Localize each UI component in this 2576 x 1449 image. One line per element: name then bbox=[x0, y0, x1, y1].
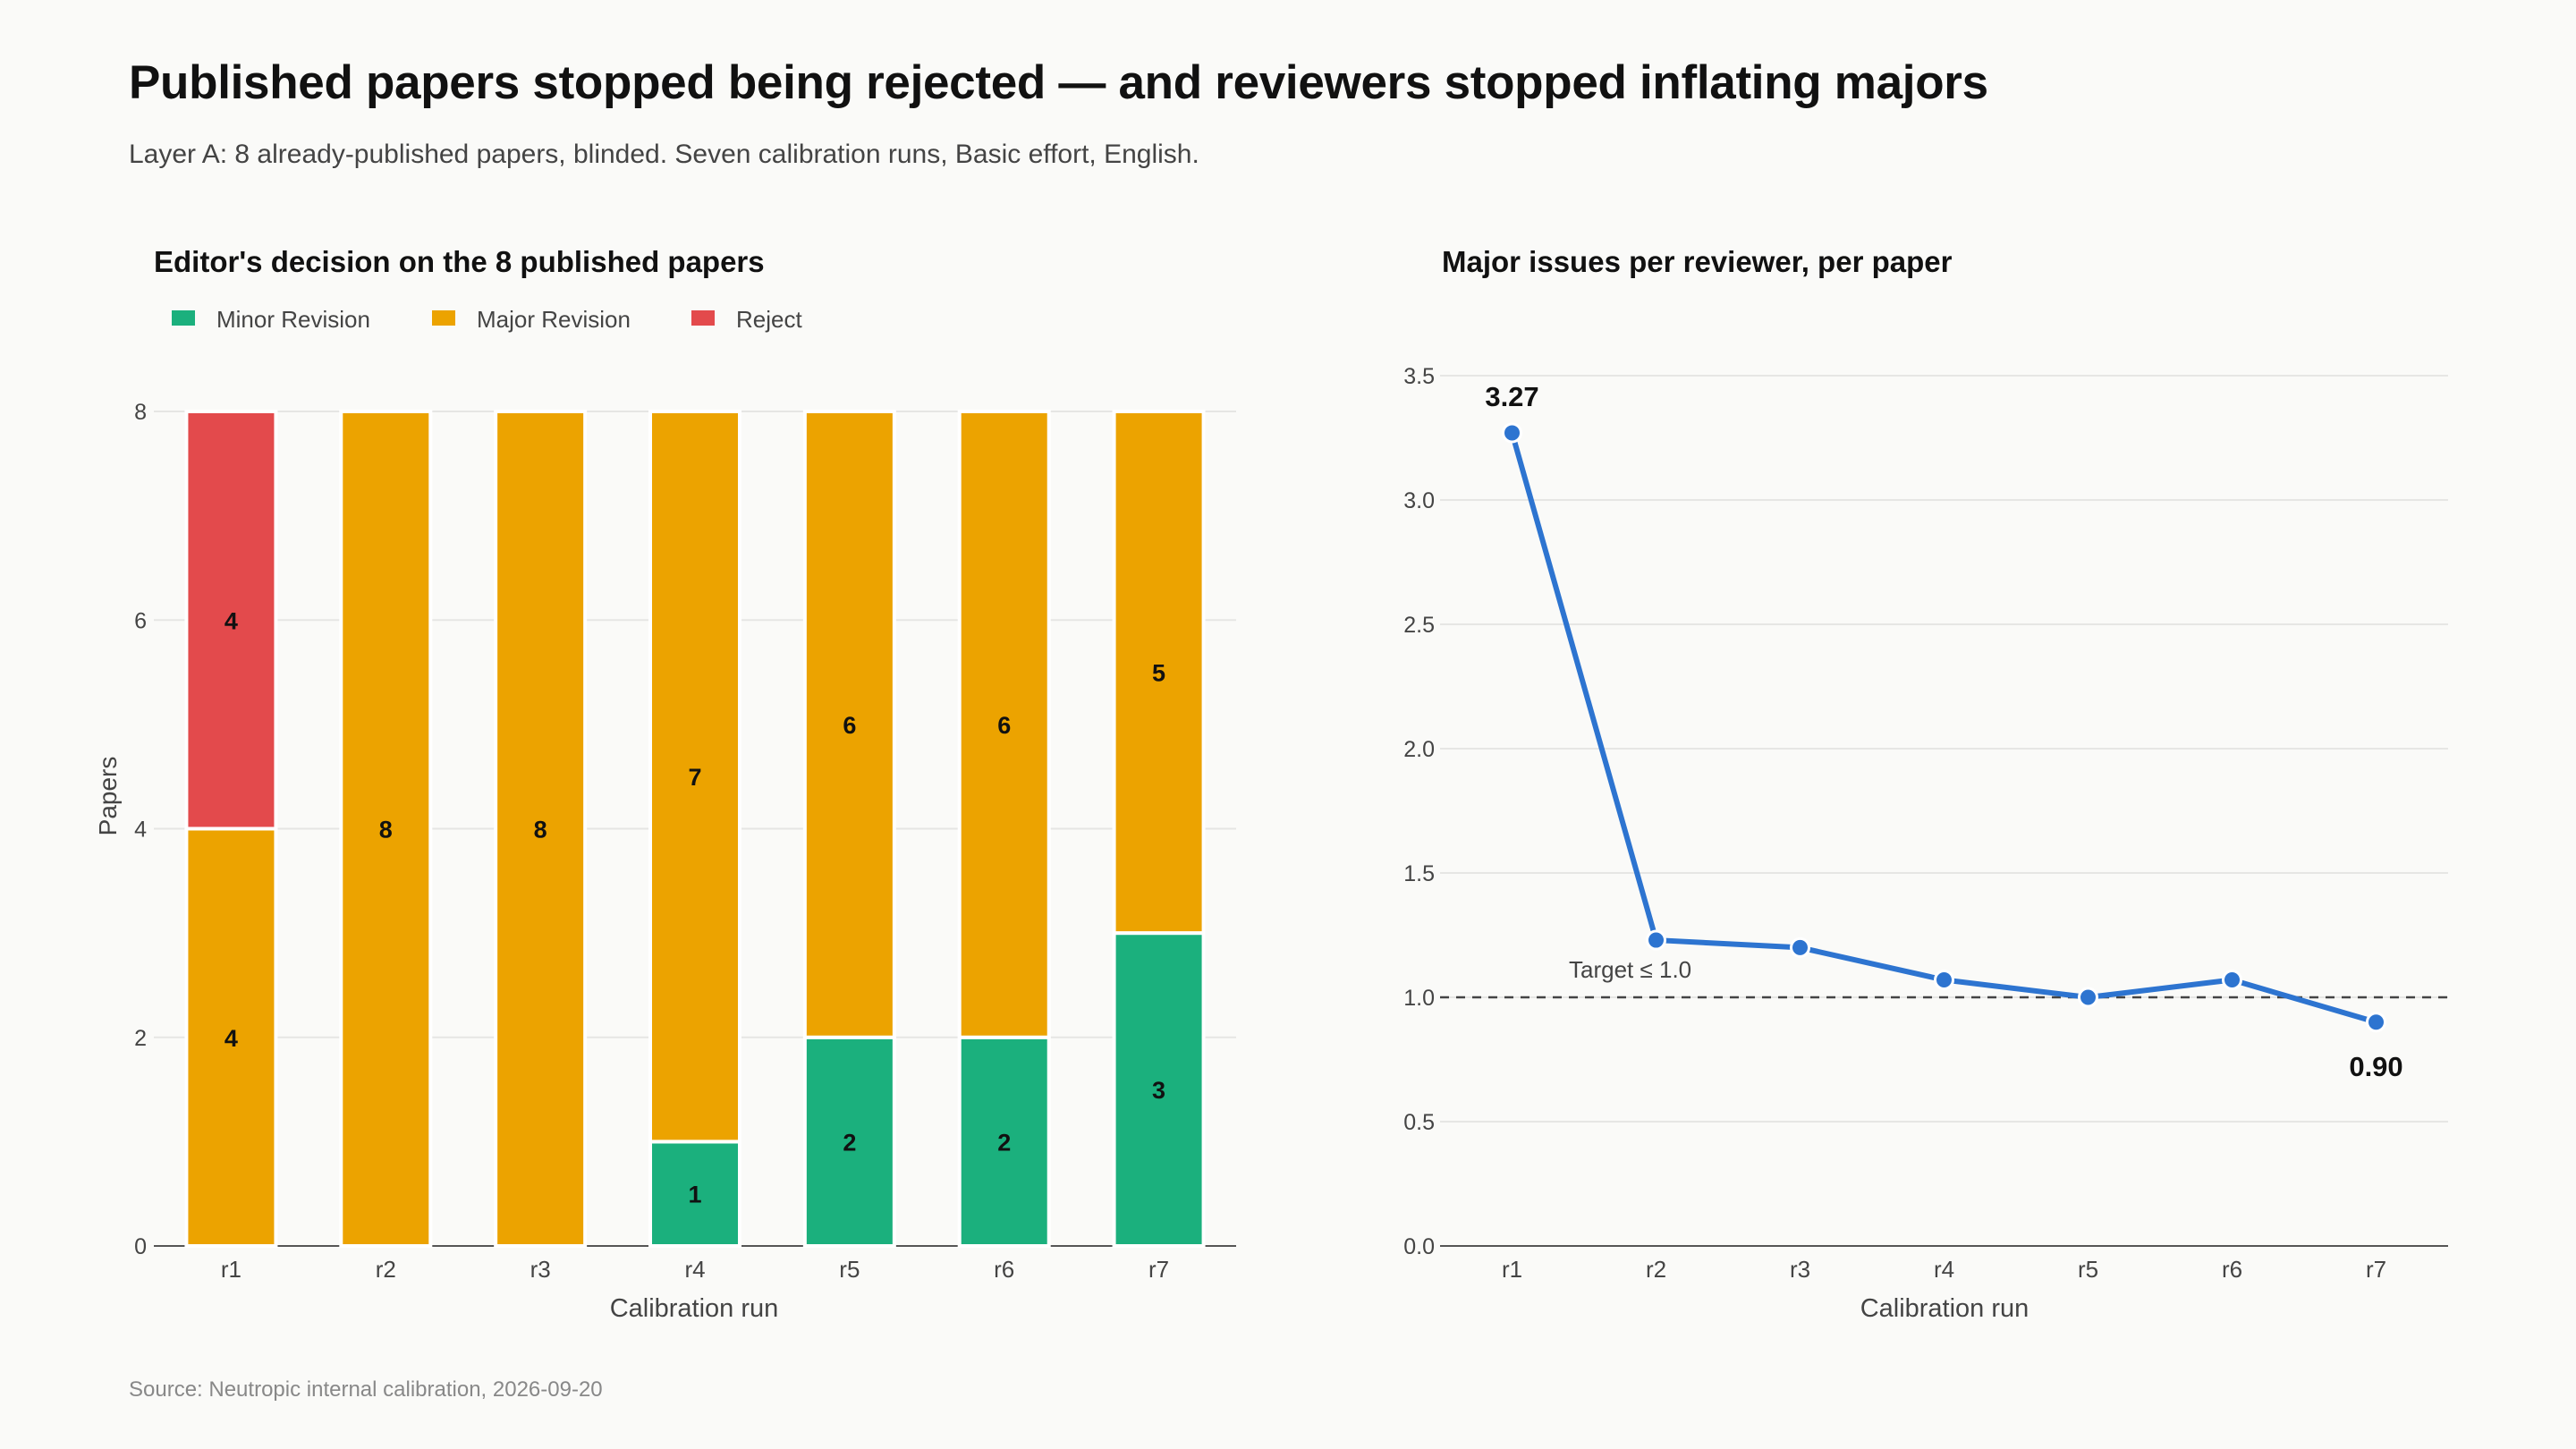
y-tick-label: 4 bbox=[134, 818, 147, 843]
page-title: Published papers stopped being rejected … bbox=[129, 56, 1988, 109]
bar-value-label: 6 bbox=[997, 712, 1011, 739]
bar-segment-r4-major-revision bbox=[648, 410, 741, 1144]
y-tick-label: 0 bbox=[134, 1234, 147, 1259]
data-point-r7 bbox=[2366, 1012, 2386, 1033]
x-axis-label: Calibration run bbox=[1860, 1294, 2029, 1323]
bar-segment-r3-major-revision bbox=[494, 410, 588, 1248]
data-label-r1: 3.27 bbox=[1485, 381, 1538, 412]
y-tick-label: 3.5 bbox=[1403, 364, 1435, 389]
bar-value-label: 7 bbox=[688, 764, 701, 791]
legend-swatch-0 bbox=[172, 310, 195, 326]
decision-bar-chart: Editor's decision on the 8 published pap… bbox=[94, 245, 1236, 1323]
data-point-r3 bbox=[1790, 936, 1810, 958]
y-tick-label: 8 bbox=[134, 400, 147, 425]
bar-segment-r7-major-revision bbox=[1112, 410, 1206, 936]
x-tick-label: r4 bbox=[684, 1256, 705, 1283]
y-tick-label: 3.0 bbox=[1403, 488, 1435, 513]
data-point-r6 bbox=[2222, 970, 2242, 991]
y-tick-label: 1.0 bbox=[1403, 986, 1435, 1011]
x-axis-label: Calibration run bbox=[610, 1294, 779, 1323]
chart-title: Editor's decision on the 8 published pap… bbox=[154, 245, 765, 278]
data-point-r1 bbox=[1502, 422, 1522, 444]
page-subtitle: Layer A: 8 already-published papers, bli… bbox=[129, 140, 1199, 169]
bar-value-label: 2 bbox=[997, 1129, 1011, 1156]
y-tick-label: 2.5 bbox=[1403, 613, 1435, 638]
y-tick-label: 1.5 bbox=[1403, 861, 1435, 886]
x-tick-label: r5 bbox=[2078, 1256, 2098, 1283]
x-tick-label: r2 bbox=[376, 1256, 396, 1283]
bar-value-label: 3 bbox=[1152, 1077, 1165, 1104]
x-tick-label: r3 bbox=[530, 1256, 551, 1283]
legend-label-2: Reject bbox=[736, 306, 802, 333]
series-line bbox=[1509, 432, 2377, 1025]
bar-segment-r5-major-revision bbox=[802, 410, 896, 1039]
x-tick-label: r3 bbox=[1790, 1256, 1810, 1283]
legend-label-0: Minor Revision bbox=[216, 306, 370, 333]
major-issues-line-chart: Major issues per reviewer, per paper 0.0 0… bbox=[1403, 245, 2448, 1323]
x-tick-label: r4 bbox=[1934, 1256, 1954, 1283]
x-tick-label: r2 bbox=[1646, 1256, 1666, 1283]
x-tick-label: r6 bbox=[2222, 1256, 2242, 1283]
chart-title: Major issues per reviewer, per paper bbox=[1442, 245, 1953, 278]
target-reference-label: Target ≤ 1.0 bbox=[1569, 956, 1691, 983]
x-tick-label: r1 bbox=[1502, 1256, 1522, 1283]
bar-value-label: 4 bbox=[225, 1025, 238, 1052]
x-tick-label: r7 bbox=[2366, 1256, 2386, 1283]
bar-value-label: 8 bbox=[379, 817, 393, 843]
bar-value-label: 1 bbox=[688, 1182, 701, 1208]
legend-swatch-1 bbox=[432, 310, 455, 326]
bar-segment-r6-minor-revision bbox=[957, 1035, 1051, 1248]
x-tick-label: r7 bbox=[1148, 1256, 1169, 1283]
data-point-r4 bbox=[1934, 970, 1954, 991]
bar-value-label: 8 bbox=[534, 817, 547, 843]
bar-segment-r2-major-revision bbox=[339, 410, 433, 1248]
data-point-r2 bbox=[1646, 929, 1666, 951]
x-tick-label: r6 bbox=[994, 1256, 1014, 1283]
legend-label-1: Major Revision bbox=[477, 306, 631, 333]
bar-segment-r6-major-revision bbox=[957, 410, 1051, 1039]
y-tick-label: 0.5 bbox=[1403, 1110, 1435, 1135]
x-tick-label: r1 bbox=[221, 1256, 242, 1283]
y-tick-label: 6 bbox=[134, 608, 147, 633]
bar-value-label: 2 bbox=[843, 1129, 856, 1156]
bar-segment-r1-major-revision bbox=[184, 826, 278, 1248]
bar-value-label: 4 bbox=[225, 607, 238, 634]
y-tick-label: 2 bbox=[134, 1026, 147, 1051]
bar-value-label: 5 bbox=[1152, 660, 1165, 687]
y-tick-label: 2.0 bbox=[1403, 737, 1435, 762]
data-label-r7: 0.90 bbox=[2349, 1051, 2402, 1082]
bar-segment-r1-reject bbox=[184, 410, 278, 831]
bar-value-label: 6 bbox=[843, 712, 856, 739]
x-tick-label: r5 bbox=[839, 1256, 860, 1283]
bar-segment-r7-minor-revision bbox=[1112, 931, 1206, 1248]
y-tick-label: 0.0 bbox=[1403, 1234, 1435, 1259]
bar-segment-r5-minor-revision bbox=[802, 1035, 896, 1248]
data-point-r5 bbox=[2078, 987, 2098, 1008]
source-note: Source: Neutropic internal calibration, … bbox=[129, 1377, 603, 1402]
legend-swatch-2 bbox=[691, 310, 715, 326]
y-axis-label: Papers bbox=[94, 757, 122, 836]
